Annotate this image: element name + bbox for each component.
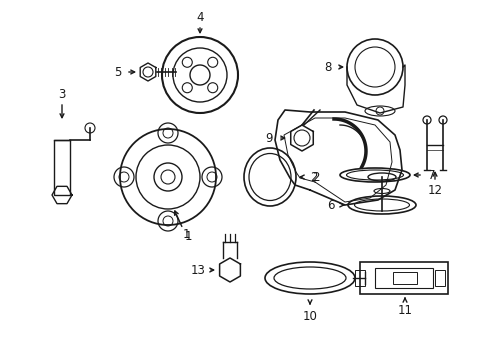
Bar [359,262,447,294]
Bar [54,140,70,195]
Text: 8: 8 [324,60,331,73]
Text: 9: 9 [264,131,272,144]
Text: 7: 7 [427,168,435,181]
Text: 10: 10 [302,310,317,323]
Text: 6: 6 [326,198,334,212]
Text: 2: 2 [309,171,317,184]
Text: 1: 1 [184,230,191,243]
Text: 13: 13 [190,264,205,276]
Text: 11: 11 [397,303,412,316]
Bar [354,270,364,286]
Bar [374,268,432,288]
Text: 4: 4 [196,10,203,23]
Text: 5: 5 [114,66,122,78]
Bar [434,270,444,286]
Text: 1: 1 [182,229,189,242]
Text: 3: 3 [58,87,65,100]
Text: 2: 2 [312,171,319,184]
Bar [392,272,416,284]
Text: 12: 12 [427,184,442,197]
